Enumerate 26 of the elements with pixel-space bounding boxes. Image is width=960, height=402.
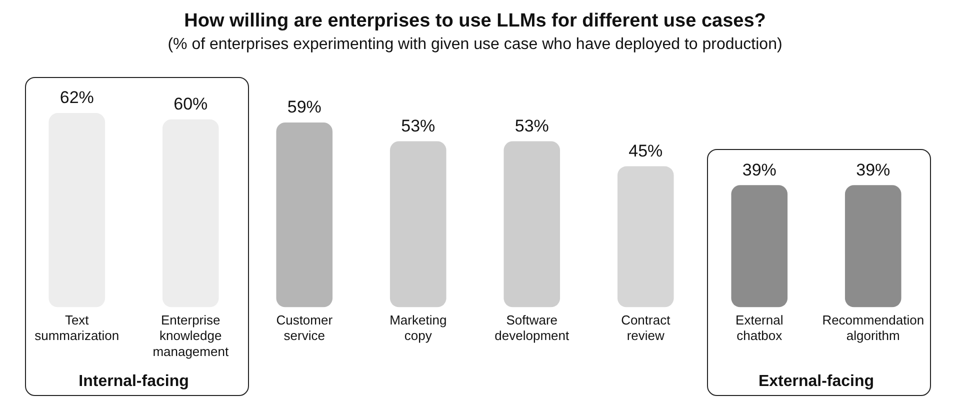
data-label: 60% [174,94,208,114]
text: Internal-facing [78,373,189,390]
x-tick-label: Enterprise knowledge management [152,312,229,359]
data-label: 53% [401,116,436,136]
x-tick-label: Customer service [276,312,334,344]
bar [276,122,333,308]
bar [390,141,446,308]
x-tick-label: Contract review [621,312,671,344]
data-label: 62% [60,88,94,108]
data-label: 39% [742,160,776,180]
data-label: 59% [287,98,322,117]
bar [844,185,902,308]
x-tick-label: Software development [494,312,570,344]
data-label: 39% [856,160,890,180]
x-tick-label: Marketing copy [390,312,447,344]
chart-title: How willing are enterprises to use LLMs for different use cases? [184,10,766,32]
bar [731,185,788,308]
bar [617,166,674,308]
chart-subtitle: (% of enterprises experimenting with given use case who have deployed to production) [168,36,782,53]
data-label: 53% [514,116,549,136]
text: External-facing [758,373,874,390]
data-label: 45% [628,141,663,160]
x-tick-label: External chatbox [736,312,784,344]
x-tick-label: Text summarization [34,312,120,344]
bar [504,141,560,308]
x-tick-label: Recommendation algorithm [822,312,924,344]
